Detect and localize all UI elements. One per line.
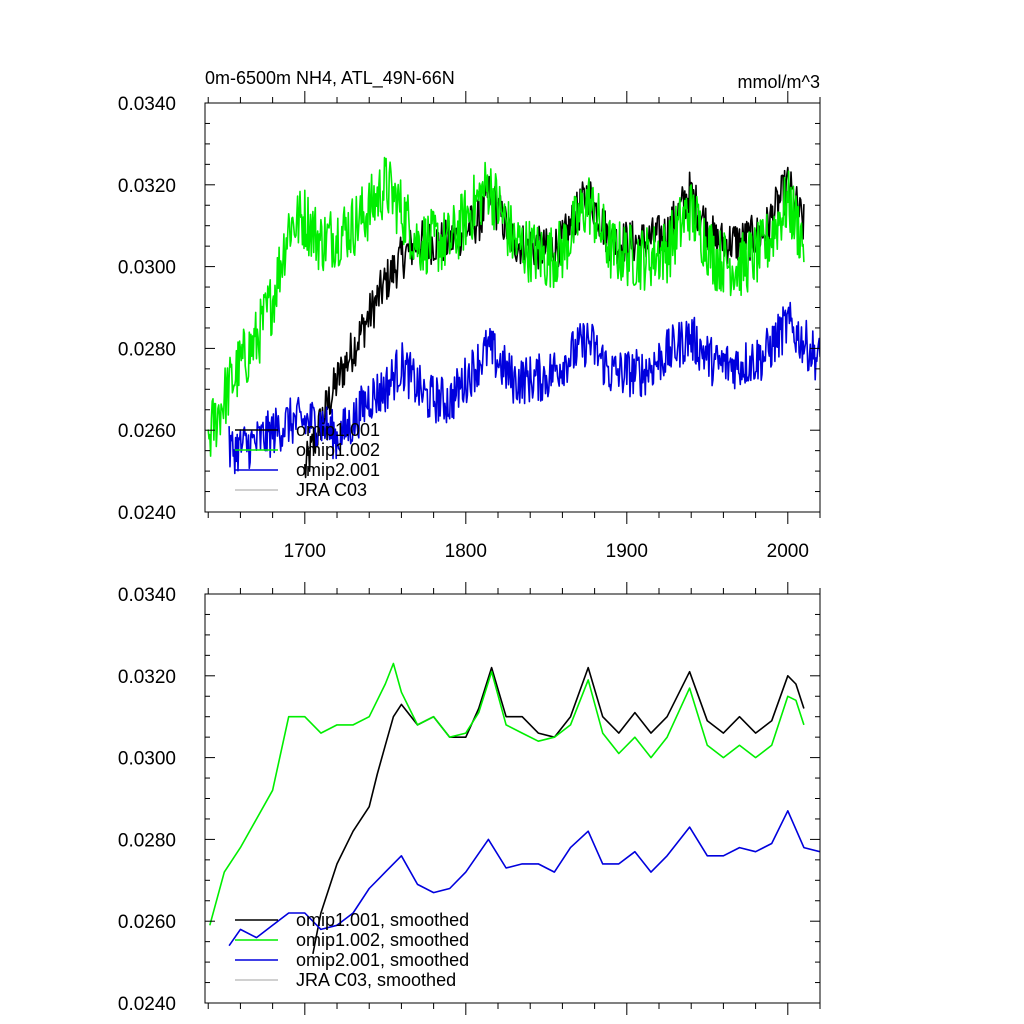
x-tick-label: 1900 (606, 541, 648, 562)
y-tick-label: 0.0340 (118, 585, 176, 606)
series-line-omip2_001 (228, 809, 820, 947)
y-tick-label: 0.0320 (118, 176, 176, 197)
y-tick-label: 0.0320 (118, 667, 176, 688)
x-tick-label: 1800 (445, 541, 487, 562)
units-label: mmol/m^3 (738, 72, 820, 92)
legend-label: omip1.001, smoothed (296, 910, 469, 930)
series-line-omip1_001 (312, 666, 805, 955)
legend-label: omip1.001 (296, 420, 380, 440)
legend-label: omip1.002 (296, 440, 380, 460)
y-tick-label: 0.0300 (118, 749, 176, 770)
top-panel: 0m-6500m NH4, ATL_49N-66N mmol/m^3 0.024… (118, 68, 821, 562)
y-tick-label: 0.0260 (118, 421, 176, 442)
legend-label: JRA C03 (296, 480, 367, 500)
legend-label: omip1.002, smoothed (296, 930, 469, 950)
legend-label: omip2.001 (296, 460, 380, 480)
y-tick-label: 0.0300 (118, 258, 176, 279)
series-line-omip1_002 (209, 662, 805, 926)
y-tick-label: 0.0280 (118, 830, 176, 851)
y-tick-label: 0.0240 (118, 994, 176, 1015)
y-tick-label: 0.0260 (118, 912, 176, 933)
legend-label: omip2.001, smoothed (296, 950, 469, 970)
x-tick-label: 1700 (284, 541, 326, 562)
y-tick-label: 0.0280 (118, 339, 176, 360)
y-tick-label: 0.0240 (118, 503, 176, 524)
x-tick-label: 2000 (767, 541, 809, 562)
bottom-panel: 0.0240 0.0260 0.0280 0.0300 0.0320 0.0340 omip… (118, 582, 821, 1015)
y-tick-label: 0.0340 (118, 94, 176, 115)
series-line-omip1_002 (207, 156, 805, 457)
chart-title: 0m-6500m NH4, ATL_49N-66N (205, 68, 455, 89)
series-line-omip2_001 (228, 301, 820, 475)
legend-label: JRA C03, smoothed (296, 970, 456, 990)
